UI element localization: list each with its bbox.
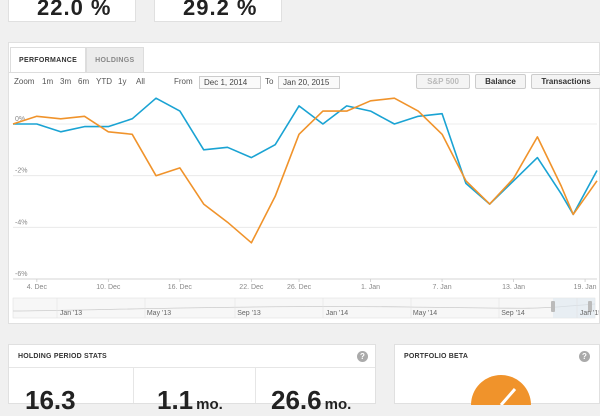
stat-value-1: 16.3 [25,385,76,415]
sp500-button[interactable]: S&P 500 [416,74,470,89]
transactions-button[interactable]: Transactions [531,74,600,89]
stats-divider [9,367,375,368]
zoom-3m-button[interactable]: 3m [60,77,72,86]
stat-value-3: 26.6 mo. [271,385,352,415]
navigator-window[interactable] [553,298,595,318]
tab-holdings[interactable]: HOLDINGS [86,47,144,73]
zoom-label: Zoom [14,77,35,86]
top-stat-value-1: 22.0 % [37,0,112,20]
panel-tabs: PERFORMANCE HOLDINGS [10,47,144,73]
tab-divider [9,72,599,73]
zoom-all-button[interactable]: All [136,77,145,86]
series-line-1 [13,97,598,216]
x-tick-label: 16. Dec [168,284,193,291]
navigator-label: May '14 [413,310,437,317]
portfolio-beta-title: PORTFOLIO BETA [404,353,469,360]
performance-panel: PERFORMANCE HOLDINGS Zoom 1m 3m 6m YTD 1… [8,42,600,324]
navigator-label: Jan '15 [580,310,599,317]
help-icon[interactable]: ? [357,351,368,362]
navigator-label: Jan '13 [60,310,82,317]
stat-value-2: 1.1 mo. [157,385,223,415]
x-tick-label: 26. Dec [287,284,312,291]
stats-column-divider-2 [255,367,256,403]
portfolio-beta-card: PORTFOLIO BETA ? [394,344,600,405]
to-date-input[interactable]: Jan 20, 2015 [278,76,340,89]
x-tick-label: 7. Jan [433,284,452,291]
chart-toolbar: Zoom 1m 3m 6m YTD 1y All From Dec 1, 201… [14,74,600,90]
zoom-6m-button[interactable]: 6m [78,77,90,86]
navigator-handle-left[interactable] [551,301,555,312]
y-tick-label: -6% [15,271,27,278]
y-tick-label: -2% [15,168,27,175]
performance-chart: 0% -2% -4% -6%4. Dec 10. Dec 16. Dec 22. Dec 26… [12,97,599,319]
top-stat-value-2: 29.2 % [183,0,258,20]
x-tick-label: 1. Jan [361,284,380,291]
navigator-label: Jan '14 [326,310,348,317]
to-label: To [265,77,274,86]
x-tick-label: 19. Jan [574,284,597,291]
balance-button[interactable]: Balance [475,74,526,89]
navigator-label: Sep '13 [237,310,261,317]
navigator-label: Sep '14 [501,310,525,317]
beta-gauge [471,375,531,405]
x-tick-label: 4. Dec [27,284,48,291]
beta-gauge-arc [471,375,531,405]
series-line-2 [12,97,598,244]
zoom-1y-button[interactable]: 1y [118,77,127,86]
help-icon[interactable]: ? [579,351,590,362]
navigator-label: May '13 [147,310,171,317]
navigator-line [12,303,596,312]
y-tick-label: -4% [15,219,27,226]
top-stat-card-1: 22.0 % [8,0,136,22]
stats-column-divider-1 [133,367,134,403]
x-tick-label: 13. Jan [502,284,525,291]
tab-performance[interactable]: PERFORMANCE [10,47,87,73]
holding-period-stats-title: HOLDING PERIOD STATS [18,353,107,360]
holding-period-stats-card: HOLDING PERIOD STATS ? 16.3 1.1 mo. 26.6 m… [8,344,376,415]
x-tick-label: 10. Dec [96,284,121,291]
from-date-input[interactable]: Dec 1, 2014 [199,76,261,89]
zoom-1m-button[interactable]: 1m [42,77,54,86]
x-tick-label: 22. Dec [239,284,264,291]
zoom-ytd-button[interactable]: YTD [96,77,112,86]
top-stat-card-2: 29.2 % [154,0,282,22]
from-label: From [174,77,193,86]
navigator-handle-right[interactable] [588,301,592,312]
y-tick-label: 0% [15,116,25,123]
